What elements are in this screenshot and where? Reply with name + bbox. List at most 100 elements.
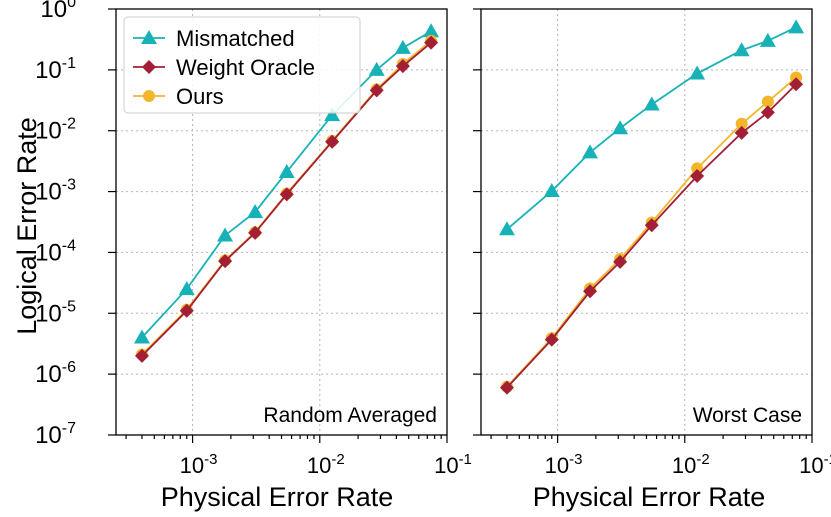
data-point [248,225,263,240]
x-tick-label-exponent: -2 [696,451,709,468]
series-mismatched [133,23,440,344]
y-tick-label-exponent: -7 [62,420,76,437]
legend-label: Weight Oracle [176,55,315,80]
data-point [217,227,234,242]
y-tick-label: 10-2 [35,116,76,145]
y-tick-label: 10-7 [35,420,76,449]
plot-frame [115,8,448,436]
y-tick-label-exponent: -5 [62,298,76,315]
legend: Mismatched Weight Oracle Ours [123,16,361,114]
y-tick-label-exponent: -6 [62,359,76,376]
panel-worst-case: 10-310-210-1Worst Case [473,8,831,478]
x-tick-label: 10-3 [545,451,583,478]
data-point [218,254,233,269]
data-point [643,96,660,111]
series-line [506,26,797,230]
data-point [760,105,775,120]
y-tick-label-exponent: -3 [62,177,76,194]
legend-item-mismatched: Mismatched [133,26,295,51]
x-tick-label-exponent: -2 [331,451,344,468]
y-tick-label-base: 10 [40,0,67,23]
x-tick-label-exponent: -3 [569,451,582,468]
x-tick-label-base: 10 [799,453,823,478]
data-point [789,77,804,92]
data-point [247,204,264,219]
y-tick-label: 10-5 [35,298,76,327]
y-tick-label-base: 10 [35,422,62,449]
data-point [544,332,559,347]
x-tick-label: 10-2 [672,451,710,478]
x-tick-label-exponent: -3 [204,451,217,468]
y-tick-label-base: 10 [35,361,62,388]
legend-marker-diamond-icon [142,60,156,74]
y-tick-label-base: 10 [35,57,62,84]
y-tick-label: 100 [40,0,76,23]
data-point [325,134,340,149]
legend-marker-circle-icon [143,90,155,102]
y-tick-label-base: 10 [35,118,62,145]
x-tick-label-base: 10 [672,453,696,478]
y-tick-label-exponent: 0 [67,0,76,11]
y-tick-label-exponent: -2 [62,116,76,133]
y-tick-label-base: 10 [35,300,62,327]
data-point [612,120,629,135]
y-tick-label: 10-1 [35,55,76,84]
x-tick-label-base: 10 [307,453,331,478]
y-tick-label-base: 10 [35,239,62,266]
x-tick-label-base: 10 [545,453,569,478]
x-tick-label-exponent: -1 [824,451,831,468]
data-point [279,187,294,202]
data-point [690,169,705,184]
data-point [689,65,706,80]
data-point [613,254,628,269]
y-tick-label-base: 10 [35,179,62,206]
data-point [424,35,439,50]
legend-item-weight-oracle: Weight Oracle [133,55,315,80]
data-point [394,39,411,54]
data-point [691,162,704,175]
data-point [134,348,149,363]
plot-frame [480,8,813,436]
x-tick-label-base: 10 [434,453,458,478]
data-point [735,117,748,130]
y-tick-label-exponent: -4 [62,237,76,254]
y-axis-label: Logical Error Rate [12,117,42,335]
y-tick-label: 10-4 [35,237,76,266]
y-tick-label: 10-3 [35,177,76,206]
data-point [395,59,410,74]
data-point [178,281,195,296]
data-point [324,107,341,122]
data-point [582,144,599,159]
legend-item-ours: Ours [133,84,224,109]
data-point [761,95,774,108]
panel-random-averaged: 10-3 10-2 10-110010-110-210-310-410-510-61… [35,0,472,478]
series-weight-oracle [134,35,439,363]
x-tick-label: 10-3 [180,451,218,478]
legend-label: Mismatched [176,26,295,51]
data-point [759,32,776,47]
series-mismatched [498,19,805,236]
legend-label: Ours [176,84,224,109]
data-point [788,19,805,34]
data-point [278,163,295,178]
x-tick-label-exponent: -1 [459,451,472,468]
series-weight-oracle [499,77,804,395]
y-tick-label: 10-6 [35,359,76,388]
data-point [133,329,150,344]
x-tick-label: 10-2 [307,451,345,478]
data-point [644,218,659,233]
data-point [498,221,515,236]
x-tick-label: 10-1 [434,451,472,478]
legend-box [123,16,361,114]
x-axis-label-left: Physical Error Rate [161,482,394,512]
data-point [368,61,385,76]
data-point [733,42,750,57]
x-axis-label-right: Physical Error Rate [533,482,766,512]
data-point [499,380,514,395]
x-tick-label-base: 10 [180,453,204,478]
data-point [583,284,598,299]
y-tick-label-exponent: -1 [62,55,76,72]
panel-label: Random Averaged [263,404,437,427]
x-tick-label: 10-1 [799,451,831,478]
